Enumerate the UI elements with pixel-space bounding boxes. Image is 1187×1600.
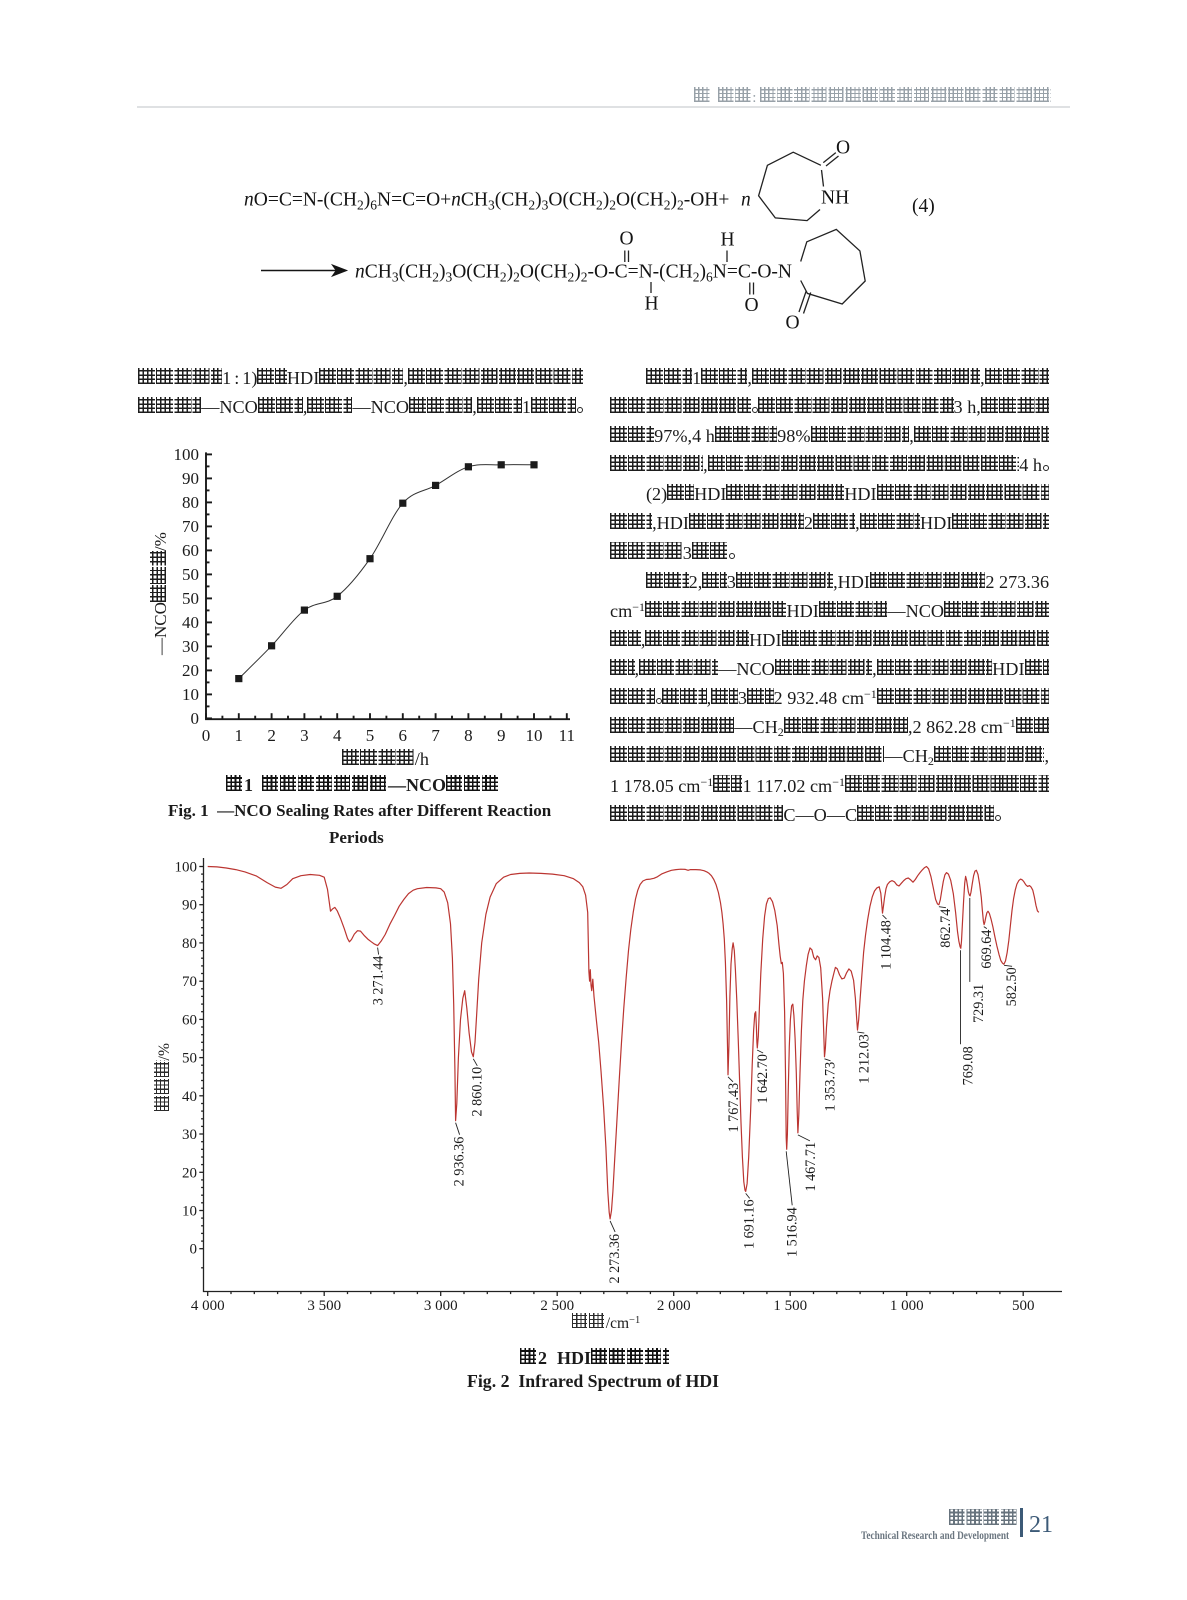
svg-text:7: 7: [431, 726, 440, 745]
svg-text:20: 20: [182, 1165, 197, 1181]
svg-text:80: 80: [182, 936, 197, 952]
svg-text:10: 10: [182, 1204, 197, 1220]
svg-text:1 767.43: 1 767.43: [726, 1083, 742, 1133]
svg-text:10: 10: [182, 685, 199, 704]
svg-text:O: O: [836, 138, 850, 159]
svg-text:70: 70: [182, 974, 197, 990]
svg-text:6: 6: [399, 726, 408, 745]
svg-text:769.08: 769.08: [961, 1046, 977, 1085]
svg-text:60: 60: [182, 1012, 197, 1028]
svg-text:582.50: 582.50: [1004, 967, 1020, 1006]
svg-text:729.31: 729.31: [971, 984, 987, 1023]
svg-text:2 860.10: 2 860.10: [469, 1067, 485, 1117]
svg-text:nO=C=N-(CH2)6N=C=O+nCH3(CH2)3O: nO=C=N-(CH2)6N=C=O+nCH3(CH2)3O(CH2)2O(CH…: [244, 190, 729, 213]
svg-text:50: 50: [182, 1051, 197, 1067]
svg-text:nCH3(CH2)3O(CH2)2O(CH2)2-O-C=N: nCH3(CH2)3O(CH2)2O(CH2)2-O-C=N-(CH2)6N=C…: [355, 262, 792, 285]
svg-text:2 273.36: 2 273.36: [607, 1234, 623, 1284]
svg-text:n: n: [741, 190, 751, 211]
svg-text:4 000: 4 000: [191, 1298, 225, 1314]
svg-text:2 000: 2 000: [657, 1298, 691, 1314]
svg-text:1: 1: [235, 726, 244, 745]
svg-text:11: 11: [559, 726, 575, 745]
svg-text:2 936.36: 2 936.36: [452, 1137, 468, 1187]
svg-text:1 104.48: 1 104.48: [879, 920, 895, 970]
svg-text:O: O: [745, 295, 759, 316]
svg-text:5: 5: [366, 726, 375, 745]
svg-text:1 642.70: 1 642.70: [755, 1054, 771, 1104]
svg-text:1 516.94: 1 516.94: [785, 1207, 801, 1257]
svg-text:50: 50: [182, 589, 199, 608]
svg-text:100: 100: [175, 860, 198, 876]
svg-text:500: 500: [1012, 1298, 1035, 1314]
svg-text:4: 4: [333, 726, 342, 745]
svg-text:1 500: 1 500: [773, 1298, 807, 1314]
svg-text:30: 30: [182, 637, 199, 656]
svg-text:90: 90: [182, 898, 197, 914]
svg-text:40: 40: [182, 1089, 197, 1105]
svg-text:50: 50: [182, 565, 199, 584]
svg-text:3 000: 3 000: [424, 1298, 458, 1314]
svg-text:2: 2: [267, 726, 276, 745]
svg-text:H: H: [721, 230, 735, 251]
svg-text:60: 60: [182, 541, 199, 560]
svg-text:8: 8: [464, 726, 473, 745]
svg-text:0: 0: [202, 726, 211, 745]
svg-text:90: 90: [182, 469, 199, 488]
svg-text:1 467.71: 1 467.71: [803, 1142, 819, 1192]
svg-text:100: 100: [174, 445, 200, 464]
svg-text:1 691.16: 1 691.16: [742, 1199, 758, 1249]
svg-text:(4): (4): [912, 196, 935, 217]
svg-text:3 500: 3 500: [307, 1298, 341, 1314]
svg-text:NH: NH: [821, 188, 849, 209]
svg-text:20: 20: [182, 661, 199, 680]
svg-text:1 000: 1 000: [890, 1298, 924, 1314]
svg-text:80: 80: [182, 493, 199, 512]
svg-text:O: O: [620, 229, 634, 250]
svg-text:669.64: 669.64: [979, 930, 995, 969]
svg-text:3: 3: [300, 726, 309, 745]
svg-text:2 500: 2 500: [540, 1298, 574, 1314]
svg-text:9: 9: [497, 726, 506, 745]
svg-text:3 271.44: 3 271.44: [371, 956, 387, 1006]
svg-text:70: 70: [182, 517, 199, 536]
svg-text:0: 0: [191, 709, 200, 728]
svg-text:O: O: [786, 313, 800, 334]
svg-text:10: 10: [526, 726, 543, 745]
svg-text:30: 30: [182, 1127, 197, 1143]
svg-text:1 353.73: 1 353.73: [823, 1062, 839, 1112]
svg-text:862.74: 862.74: [938, 909, 954, 948]
svg-text:0: 0: [190, 1242, 198, 1258]
svg-text:40: 40: [182, 613, 199, 632]
svg-text:H: H: [645, 294, 659, 315]
svg-text:1 212.03: 1 212.03: [856, 1034, 872, 1084]
